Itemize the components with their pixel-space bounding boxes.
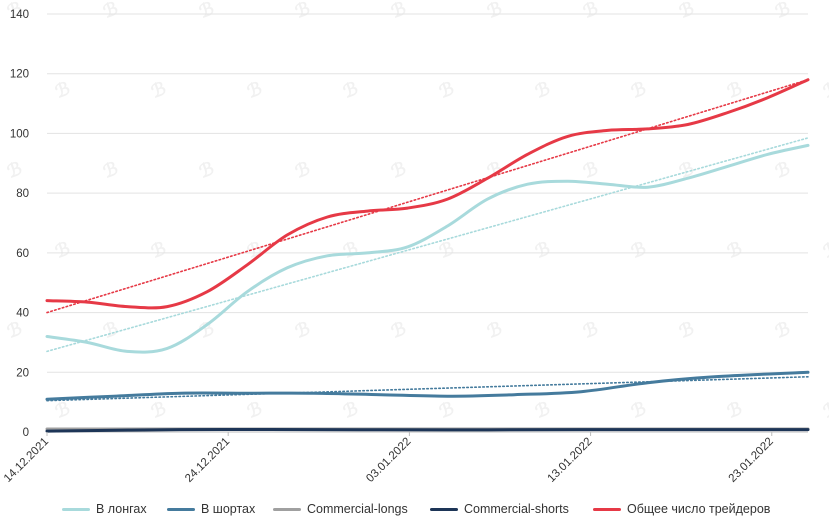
- watermark-glyph: ℬ: [677, 0, 697, 22]
- watermark-glyph: ℬ: [581, 0, 601, 22]
- legend-swatch: [167, 507, 195, 511]
- trendline: [46, 137, 809, 353]
- watermark-glyph: ℬ: [581, 158, 601, 182]
- x-tick-label: 03.01.2022: [364, 436, 413, 485]
- watermark-glyph: ℬ: [341, 238, 361, 262]
- watermark-glyph: ℬ: [293, 158, 313, 182]
- x-tick-label: 23.01.2022: [727, 436, 776, 485]
- series-line: [45, 428, 810, 433]
- watermark-glyph: ℬ: [773, 158, 793, 182]
- watermark-glyph: ℬ: [485, 0, 505, 22]
- y-tick-label: 20: [16, 367, 29, 379]
- watermark-glyph: ℬ: [53, 238, 73, 262]
- watermark-glyph: ℬ: [773, 318, 793, 342]
- watermark-glyph: ℬ: [197, 0, 217, 22]
- y-tick-label: 0: [23, 427, 29, 439]
- watermark-glyph: ℬ: [485, 318, 505, 342]
- watermark-glyph: ℬ: [389, 318, 409, 342]
- legend-swatch: [430, 507, 458, 511]
- watermark-glyph: ℬ: [725, 78, 745, 102]
- legend-item: В шортах: [167, 499, 255, 519]
- trendline: [46, 375, 809, 402]
- legend-item: Commercial-shorts: [430, 499, 569, 519]
- watermark-glyph: ℬ: [53, 78, 73, 102]
- watermark-glyph: ℬ: [677, 318, 697, 342]
- watermark-glyph: ℬ: [533, 78, 553, 102]
- series-line: [45, 143, 810, 354]
- series-line: [45, 370, 810, 401]
- watermark-glyph: ℬ: [149, 78, 169, 102]
- y-tick-label: 40: [16, 308, 29, 320]
- watermark-glyph: ℬ: [533, 398, 553, 422]
- legend-label: В лонгах: [96, 502, 147, 516]
- watermark-glyph: ℬ: [725, 238, 745, 262]
- x-tick-label: 14.12.2021: [2, 436, 51, 485]
- legend-swatch: [273, 507, 301, 511]
- line-chart: ℬ ℬ ℬ ℬ ℬ ℬ ℬ ℬ ℬ ℬ ℬ ℬ ℬ ℬ ℬ ℬ ℬ ℬ ℬ ℬ ℬ ℬ ℬ ℬ ℬ ℬ ℬ ℬ ℬ ℬ ℬ ℬ ℬ ℬ ℬ ℬ ℬ ℬ ℬ ℬ…: [2, 0, 829, 485]
- watermark-glyph: ℬ: [437, 398, 457, 422]
- watermark-glyph: ℬ: [101, 318, 121, 342]
- watermark-glyph: ℬ: [53, 398, 73, 422]
- legend-label: Commercial-shorts: [464, 502, 569, 516]
- watermark-glyph: ℬ: [293, 0, 313, 22]
- watermark-glyph: ℬ: [101, 158, 121, 182]
- axes: 0 20 40 60 80 100 120 140 14.12.2021 24.12.2021 03…: [2, 9, 776, 485]
- legend-item: В лонгах: [62, 499, 147, 519]
- watermark-glyph: ℬ: [341, 78, 361, 102]
- watermark-glyph: ℬ: [5, 0, 25, 22]
- trendline: [46, 78, 809, 314]
- legend-label: Commercial-longs: [307, 502, 408, 516]
- watermark-glyph: ℬ: [245, 78, 265, 102]
- watermark-glyph: ℬ: [821, 238, 829, 262]
- legend-item: Общее число трейдеров: [593, 499, 770, 519]
- watermark-glyph: ℬ: [821, 398, 829, 422]
- watermark-glyph: ℬ: [533, 238, 553, 262]
- gridlines: [47, 13, 808, 433]
- series-line: [45, 78, 810, 310]
- legend-label: В шортах: [201, 502, 256, 516]
- watermark-glyph: ℬ: [629, 78, 649, 102]
- legend-swatch: [62, 507, 90, 511]
- watermark-glyph: ℬ: [5, 158, 25, 182]
- y-tick-label: 60: [16, 248, 29, 260]
- watermark-layer: ℬ ℬ ℬ ℬ ℬ ℬ ℬ ℬ ℬ ℬ ℬ ℬ ℬ ℬ ℬ ℬ ℬ ℬ ℬ ℬ ℬ ℬ ℬ ℬ ℬ ℬ ℬ ℬ ℬ ℬ ℬ ℬ ℬ ℬ ℬ ℬ ℬ ℬ ℬ ℬ…: [5, 0, 829, 422]
- x-tick-label: 13.01.2022: [546, 436, 595, 485]
- watermark-glyph: ℬ: [773, 0, 793, 22]
- y-tick-label: 140: [10, 9, 29, 21]
- y-tick-label: 100: [10, 128, 29, 140]
- watermark-glyph: ℬ: [389, 158, 409, 182]
- series-lines: [45, 78, 810, 433]
- watermark-glyph: ℬ: [5, 318, 25, 342]
- watermark-glyph: ℬ: [149, 398, 169, 422]
- watermark-glyph: ℬ: [629, 238, 649, 262]
- watermark-glyph: ℬ: [725, 398, 745, 422]
- watermark-glyph: ℬ: [581, 318, 601, 342]
- watermark-glyph: ℬ: [293, 318, 313, 342]
- watermark-glyph: ℬ: [245, 398, 265, 422]
- watermark-glyph: ℬ: [341, 398, 361, 422]
- watermark-glyph: ℬ: [101, 0, 121, 22]
- x-tick-label: 24.12.2021: [183, 436, 232, 485]
- watermark-glyph: ℬ: [437, 238, 457, 262]
- watermark-glyph: ℬ: [149, 238, 169, 262]
- trendlines: [46, 78, 809, 402]
- watermark-glyph: ℬ: [197, 318, 217, 342]
- y-tick-label: 120: [10, 69, 29, 81]
- watermark-glyph: ℬ: [389, 0, 409, 22]
- watermark-glyph: ℬ: [197, 158, 217, 182]
- legend-label: Общее число трейдеров: [627, 502, 771, 516]
- legend: В лонгах В шортах Commercial-longs Commerci…: [0, 499, 829, 521]
- legend-swatch: [593, 507, 621, 511]
- watermark-glyph: ℬ: [437, 78, 457, 102]
- legend-item: Commercial-longs: [273, 499, 408, 519]
- watermark-glyph: ℬ: [821, 78, 829, 102]
- y-tick-label: 80: [16, 188, 29, 200]
- watermark-glyph: ℬ: [629, 398, 649, 422]
